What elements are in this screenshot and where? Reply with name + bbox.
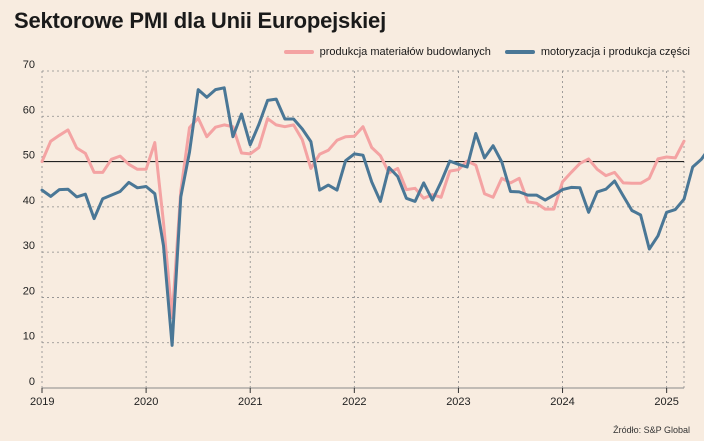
legend-label-automotive: motoryzacja i produkcja części xyxy=(540,46,690,58)
y-tick-label: 40 xyxy=(23,195,35,207)
y-tick-label: 20 xyxy=(23,285,35,297)
legend-label-construction: produkcja materiałów budowlanych xyxy=(319,46,491,58)
y-tick-label: 10 xyxy=(23,331,35,343)
x-tick-label: 2023 xyxy=(446,396,470,408)
x-tick-label: 2022 xyxy=(342,396,366,408)
x-tick-label: 2021 xyxy=(238,396,262,408)
source-note: Źródło: S&P Global xyxy=(613,425,690,435)
chart-title: Sektorowe PMI dla Unii Europejskiej xyxy=(14,8,386,33)
x-tick-label: 2025 xyxy=(654,396,678,408)
x-tick-label: 2019 xyxy=(30,396,54,408)
series-line-construction xyxy=(40,116,686,320)
series-line-automotive xyxy=(40,86,704,347)
y-tick-label: 50 xyxy=(23,150,35,162)
y-tick-label: 0 xyxy=(29,376,35,388)
legend-swatch-automotive xyxy=(504,50,535,54)
y-tick-label: 70 xyxy=(23,59,35,71)
legend-item-construction: produkcja materiałów budowlanych xyxy=(283,46,491,58)
x-tick-label: 2024 xyxy=(550,396,574,408)
legend: produkcja materiałów budowlanych motoryz… xyxy=(270,46,690,58)
legend-swatch-construction xyxy=(283,50,314,54)
x-tick-label: 2020 xyxy=(134,396,158,408)
y-tick-label: 30 xyxy=(23,240,35,252)
y-tick-label: 60 xyxy=(23,104,35,116)
legend-item-automotive: motoryzacja i produkcja części xyxy=(504,46,690,58)
